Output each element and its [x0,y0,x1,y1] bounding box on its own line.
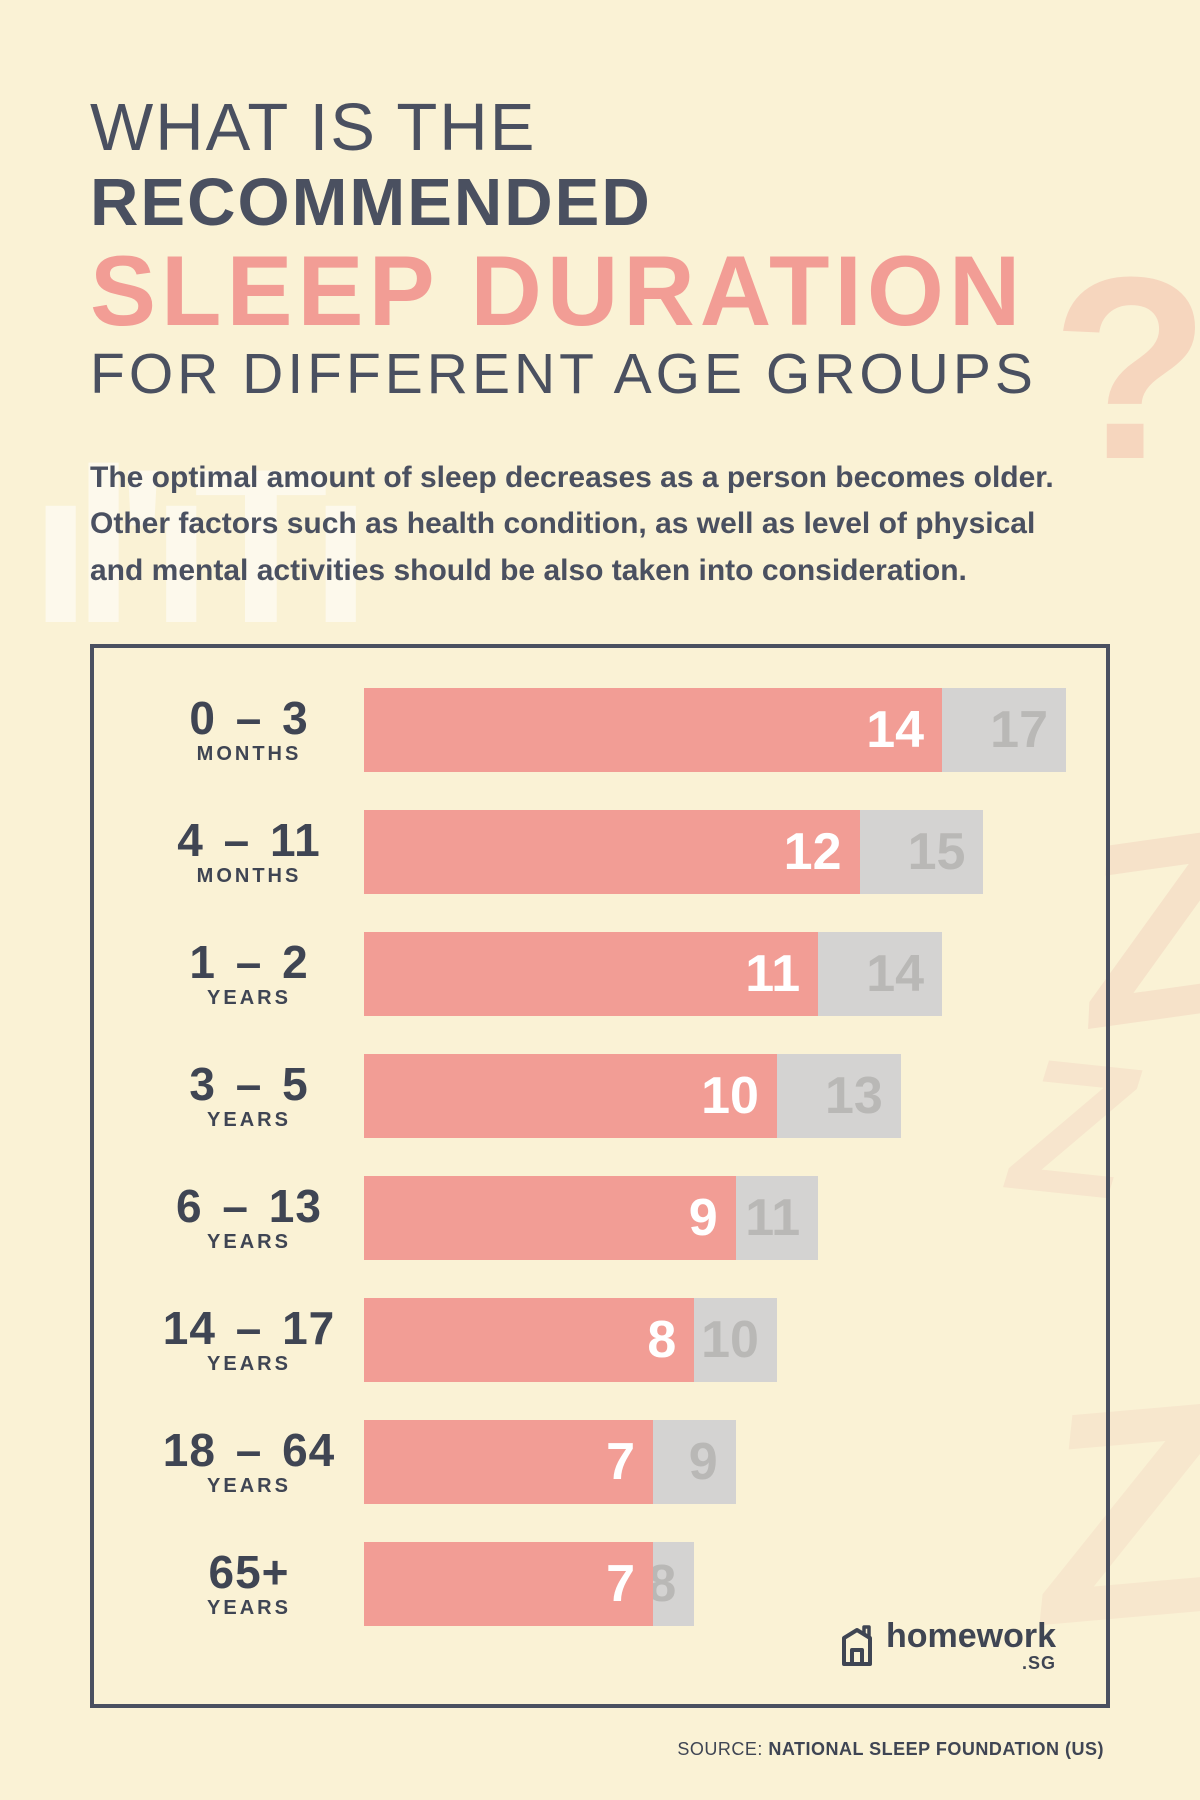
sleep-duration-chart: 0 – 3MONTHS17144 – 11MONTHS15121 – 2YEAR… [90,644,1110,1708]
age-unit: YEARS [134,1109,364,1132]
title-line-1-pre: WHAT IS THE [90,90,536,165]
infographic-container: WHAT IS THE RECOMMENDED SLEEP DURATION F… [0,0,1200,1708]
bar-min: 8 [364,1298,694,1382]
bar-track: 87 [364,1542,1066,1626]
bar-track: 119 [364,1176,1066,1260]
age-range: 1 – 2 [134,939,364,985]
age-unit: YEARS [134,1597,364,1620]
age-label: 18 – 64YEARS [134,1427,364,1498]
title-line-3: FOR DIFFERENT AGE GROUPS [90,343,1110,407]
age-range: 65+ [134,1549,364,1595]
age-range: 3 – 5 [134,1061,364,1107]
age-range: 4 – 11 [134,817,364,863]
homework-icon [834,1624,880,1670]
age-range: 18 – 64 [134,1427,364,1473]
source-label: SOURCE: [677,1739,768,1759]
logo-text: homework [886,1619,1056,1653]
title-line-1-bold: RECOMMENDED [90,165,652,240]
bar-min: 14 [364,688,942,772]
age-range: 14 – 17 [134,1305,364,1351]
bar-min: 11 [364,932,818,1016]
chart-row: 0 – 3MONTHS1714 [134,688,1066,772]
title-line-2: SLEEP DURATION [90,236,1110,347]
page-title: WHAT IS THE RECOMMENDED SLEEP DURATION F… [90,90,1110,407]
age-range: 0 – 3 [134,695,364,741]
age-unit: YEARS [134,1231,364,1254]
chart-row: 6 – 13YEARS119 [134,1176,1066,1260]
bar-track: 108 [364,1298,1066,1382]
bar-track: 97 [364,1420,1066,1504]
age-unit: YEARS [134,1353,364,1376]
brand-logo: homework .SG [834,1619,1056,1674]
source-value: NATIONAL SLEEP FOUNDATION (US) [768,1739,1104,1759]
bar-track: 1411 [364,932,1066,1016]
age-label: 0 – 3MONTHS [134,695,364,766]
age-unit: MONTHS [134,743,364,766]
bar-min: 12 [364,810,860,894]
chart-row: 1 – 2YEARS1411 [134,932,1066,1016]
age-range: 6 – 13 [134,1183,364,1229]
age-label: 6 – 13YEARS [134,1183,364,1254]
age-label: 65+YEARS [134,1549,364,1620]
age-label: 3 – 5YEARS [134,1061,364,1132]
bar-min: 7 [364,1542,653,1626]
age-unit: MONTHS [134,865,364,888]
logo-suffix: .SG [886,1653,1056,1674]
title-line-1: WHAT IS THE RECOMMENDED [90,90,652,240]
age-label: 1 – 2YEARS [134,939,364,1010]
age-unit: YEARS [134,1475,364,1498]
description-text: The optimal amount of sleep decreases as… [90,455,1090,595]
chart-row: 65+YEARS87 [134,1542,1066,1626]
bar-track: 1714 [364,688,1066,772]
chart-row: 4 – 11MONTHS1512 [134,810,1066,894]
age-label: 4 – 11MONTHS [134,817,364,888]
bar-min: 9 [364,1176,736,1260]
bar-min: 7 [364,1420,653,1504]
bar-track: 1310 [364,1054,1066,1138]
chart-row: 3 – 5YEARS1310 [134,1054,1066,1138]
age-unit: YEARS [134,987,364,1010]
source-attribution: SOURCE: NATIONAL SLEEP FOUNDATION (US) [677,1739,1104,1760]
bar-track: 1512 [364,810,1066,894]
age-label: 14 – 17YEARS [134,1305,364,1376]
bar-min: 10 [364,1054,777,1138]
chart-row: 14 – 17YEARS108 [134,1298,1066,1382]
chart-row: 18 – 64YEARS97 [134,1420,1066,1504]
